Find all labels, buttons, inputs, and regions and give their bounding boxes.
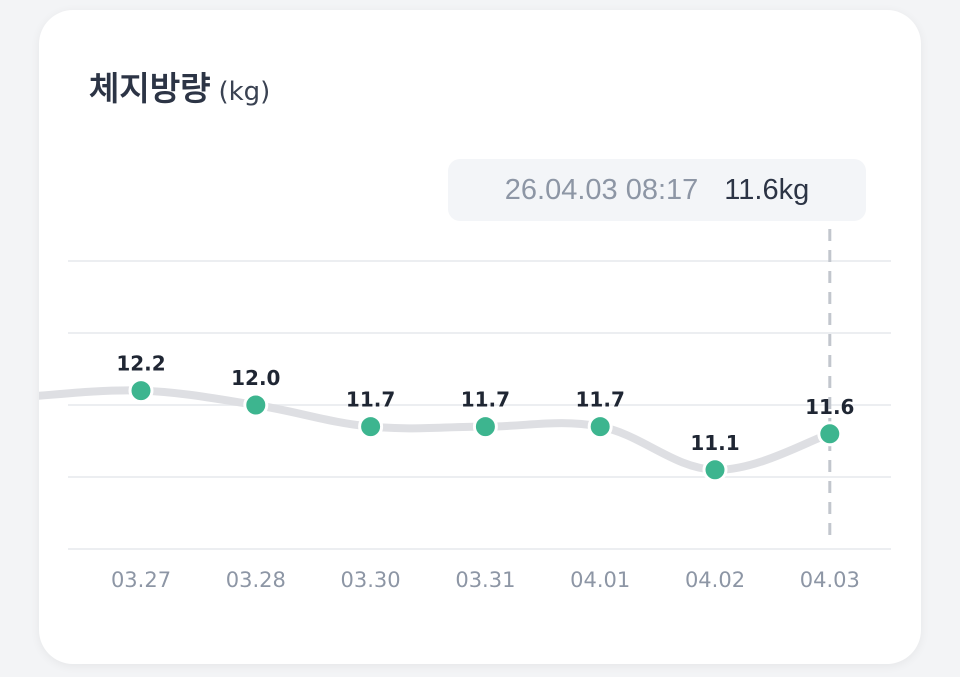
tooltip-value: 11.6kg — [724, 173, 810, 206]
data-label-03.28: 12.0 — [231, 366, 280, 390]
data-point-04.01[interactable] — [587, 414, 613, 440]
title-text: 체지방량 — [89, 69, 211, 108]
data-label-03.30: 11.7 — [346, 388, 395, 412]
x-tick-label: 04.03 — [800, 568, 860, 592]
data-point-03.31[interactable] — [472, 414, 498, 440]
x-tick-label: 04.02 — [685, 568, 745, 592]
data-label-04.03: 11.6 — [805, 395, 854, 419]
tooltip-timestamp: 26.04.03 08:17 — [504, 173, 699, 206]
x-tick-label: 03.30 — [341, 568, 401, 592]
x-tick-label: 03.28 — [226, 568, 286, 592]
body-fat-card: 체지방량 (kg) 12.2 12.0 11.7 11.7 11.7 11.1 11.6 03… — [39, 10, 921, 664]
x-tick-label: 04.01 — [570, 568, 630, 592]
data-labels: 12.2 12.0 11.7 11.7 11.7 11.1 11.6 — [116, 352, 854, 455]
data-label-03.31: 11.7 — [461, 388, 510, 412]
x-axis-ticks: 03.27 03.28 03.30 03.31 04.01 04.02 04.03 — [111, 568, 860, 592]
x-tick-label: 03.27 — [111, 568, 171, 592]
card-title: 체지방량 (kg) — [89, 62, 270, 110]
title-unit: (kg) — [218, 77, 271, 107]
selected-point-tooltip: 26.04.03 08:17 11.6kg — [448, 159, 866, 221]
data-points — [128, 378, 843, 483]
data-point-04.03[interactable] — [817, 421, 843, 447]
data-point-03.28[interactable] — [243, 392, 269, 418]
data-label-04.01: 11.7 — [576, 388, 625, 412]
data-point-03.27[interactable] — [128, 378, 154, 404]
data-point-03.30[interactable] — [358, 414, 384, 440]
x-tick-label: 03.31 — [455, 568, 515, 592]
data-point-04.02[interactable] — [702, 457, 728, 483]
body-fat-chart[interactable]: 12.212.011.7 11.7 11.711.111.6 03.27 03.28 0… — [39, 10, 921, 664]
grid-lines — [68, 260, 891, 550]
data-label-03.27: 12.2 — [116, 352, 165, 376]
data-label-04.02: 11.1 — [690, 431, 739, 455]
